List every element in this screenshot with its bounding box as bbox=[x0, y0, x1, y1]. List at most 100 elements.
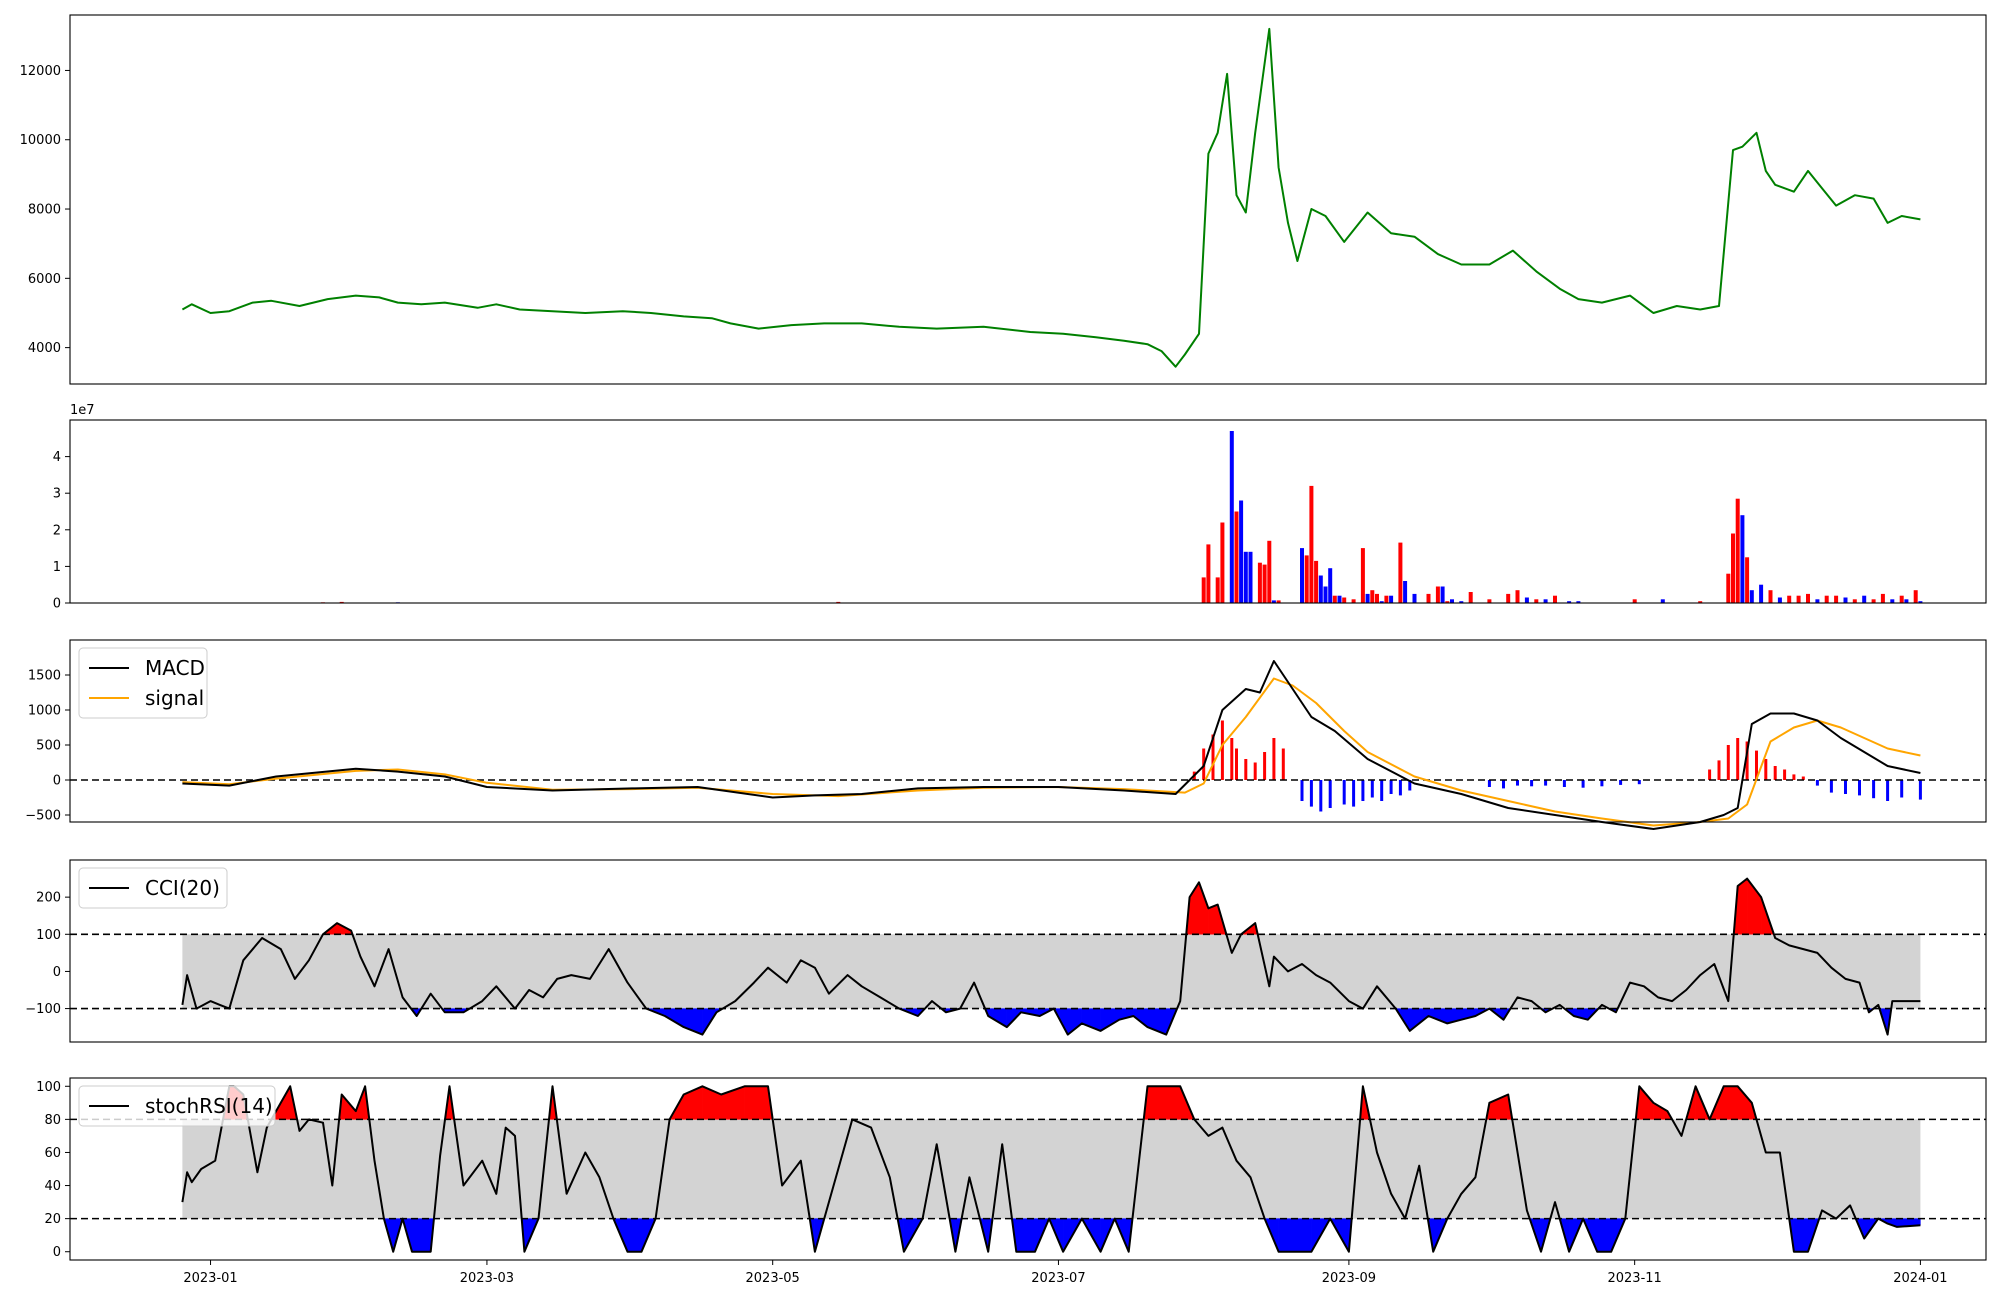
macd-histogram-bar bbox=[1900, 780, 1904, 798]
macd-histogram-bar bbox=[1562, 780, 1566, 787]
volume-bar bbox=[1759, 584, 1764, 603]
stochrsi-overbought-fill bbox=[1723, 1086, 1738, 1120]
macd-histogram-bar bbox=[1272, 738, 1276, 780]
volume-bar bbox=[1567, 601, 1572, 603]
y-tick-label: 80 bbox=[44, 1113, 61, 1128]
cci-overbought-fill bbox=[1198, 882, 1209, 935]
stochrsi-overbought-fill bbox=[1147, 1086, 1167, 1120]
volume-bar bbox=[1412, 593, 1417, 603]
volume-bar bbox=[1220, 522, 1225, 603]
volume-bar bbox=[1553, 595, 1557, 603]
volume-bar bbox=[1271, 600, 1276, 603]
volume-bar bbox=[1304, 555, 1309, 603]
y-tick-label: 60 bbox=[44, 1146, 61, 1161]
macd-line bbox=[182, 660, 1921, 830]
volume-bar bbox=[1806, 593, 1810, 603]
volume-bar bbox=[1487, 599, 1492, 603]
stochrsi-panel: 0 20 40 60 80 100 stochRSI(14) 2023-01 2023-03 20… bbox=[36, 1077, 1987, 1286]
volume-bar bbox=[1506, 593, 1511, 603]
stochrsi-overbought-fill bbox=[280, 1085, 291, 1120]
y-tick-label: 8000 bbox=[28, 203, 61, 218]
stochrsi-oversold-fill bbox=[421, 1218, 431, 1252]
price-line bbox=[181, 27, 1921, 368]
macd-histogram-bar bbox=[1380, 780, 1384, 801]
volume-bar bbox=[1515, 590, 1520, 603]
y-tick-label: 1500 bbox=[28, 669, 61, 684]
volume-bar bbox=[1440, 586, 1445, 603]
stochrsi-overbought-fill bbox=[1165, 1086, 1181, 1120]
y-tick-label: 200 bbox=[36, 891, 61, 906]
volume-bar bbox=[1852, 599, 1857, 603]
volume-bar bbox=[1234, 511, 1239, 603]
volume-bar bbox=[1314, 560, 1319, 603]
macd-histogram-bar bbox=[1918, 780, 1922, 800]
volume-bar bbox=[1239, 500, 1244, 603]
macd-histogram-bar bbox=[1361, 780, 1365, 801]
macd-histogram-bar bbox=[1773, 766, 1777, 780]
stochrsi-overbought-fill bbox=[1737, 1085, 1753, 1120]
macd-histogram-bar bbox=[1544, 780, 1548, 786]
price-panel: 4000 6000 8000 10000 12000 bbox=[20, 14, 1987, 385]
stochrsi-oversold-fill bbox=[1596, 1218, 1612, 1252]
cci-overbought-fill bbox=[1737, 878, 1748, 935]
x-tick-label: 2023-07 bbox=[1031, 1271, 1085, 1286]
volume-bar bbox=[1360, 548, 1365, 603]
stochrsi-oversold-fill bbox=[1793, 1218, 1809, 1252]
volume-bar bbox=[1777, 597, 1782, 603]
macd-histogram-bar bbox=[1600, 780, 1604, 787]
volume-bar bbox=[1342, 597, 1347, 603]
volume-bar bbox=[1871, 599, 1876, 603]
volume-bar bbox=[1328, 568, 1333, 603]
cci-oversold-fill bbox=[1100, 1008, 1120, 1032]
stochrsi-overbought-fill bbox=[1653, 1102, 1668, 1120]
volume-bar bbox=[1403, 581, 1408, 603]
macd-histogram-bar bbox=[1263, 752, 1267, 780]
volume-bar bbox=[1796, 595, 1801, 603]
macd-histogram-bar bbox=[1370, 780, 1374, 798]
legend-box bbox=[78, 867, 228, 909]
x-tick-label: 2023-11 bbox=[1607, 1271, 1661, 1286]
volume-bar bbox=[1450, 599, 1454, 603]
x-tick-label: 2023-09 bbox=[1322, 1271, 1376, 1286]
macd-histogram-bar bbox=[1516, 780, 1519, 786]
volume-bar bbox=[1660, 599, 1665, 603]
x-tick-label: 2024-01 bbox=[1893, 1271, 1947, 1286]
macd-histogram-bar bbox=[1502, 780, 1505, 789]
volume-bar bbox=[1276, 600, 1281, 603]
y-tick-label: 100 bbox=[36, 928, 61, 943]
macd-panel: −500 0 500 1000 1500 MACD signal bbox=[25, 639, 1987, 830]
stochrsi-oversold-fill bbox=[1016, 1218, 1036, 1252]
cci-oversold-fill bbox=[1428, 1008, 1448, 1024]
y-tick-label: 4000 bbox=[28, 341, 61, 356]
y-tick-label: 20 bbox=[44, 1212, 61, 1227]
macd-histogram-bar bbox=[1281, 748, 1285, 780]
stochrsi-oversold-fill bbox=[1292, 1218, 1312, 1252]
volume-bar bbox=[1749, 590, 1754, 603]
volume-bar bbox=[1740, 515, 1745, 603]
volume-multiplier-label: 1e7 bbox=[70, 403, 95, 418]
legend-box bbox=[78, 1085, 276, 1127]
macd-histogram-bar bbox=[1211, 734, 1215, 780]
volume-bar bbox=[1243, 551, 1248, 603]
volume-bar bbox=[1534, 599, 1539, 603]
macd-histogram-bar bbox=[1764, 759, 1768, 780]
y-tick-label: 0 bbox=[53, 965, 61, 980]
y-tick-label: −100 bbox=[25, 1002, 61, 1017]
stochrsi-overbought-fill bbox=[744, 1086, 769, 1120]
volume-bar bbox=[1337, 595, 1342, 603]
volume-bar bbox=[1426, 593, 1431, 603]
volume-bar bbox=[1445, 601, 1450, 603]
macd-histogram-bar bbox=[1844, 780, 1847, 794]
macd-histogram-bar bbox=[1792, 774, 1796, 780]
macd-histogram-bar bbox=[1726, 745, 1730, 780]
volume-bar bbox=[1206, 544, 1211, 603]
legend-label: CCI(20) bbox=[145, 876, 220, 900]
stochrsi-overbought-fill bbox=[1639, 1085, 1654, 1120]
x-tick-label: 2023-05 bbox=[746, 1271, 800, 1286]
signal-line bbox=[182, 677, 1921, 827]
axes-frame bbox=[69, 639, 1987, 823]
volume-bar bbox=[1375, 593, 1379, 603]
legend-label: stochRSI(14) bbox=[145, 1094, 273, 1118]
macd-histogram-bar bbox=[1342, 780, 1346, 805]
